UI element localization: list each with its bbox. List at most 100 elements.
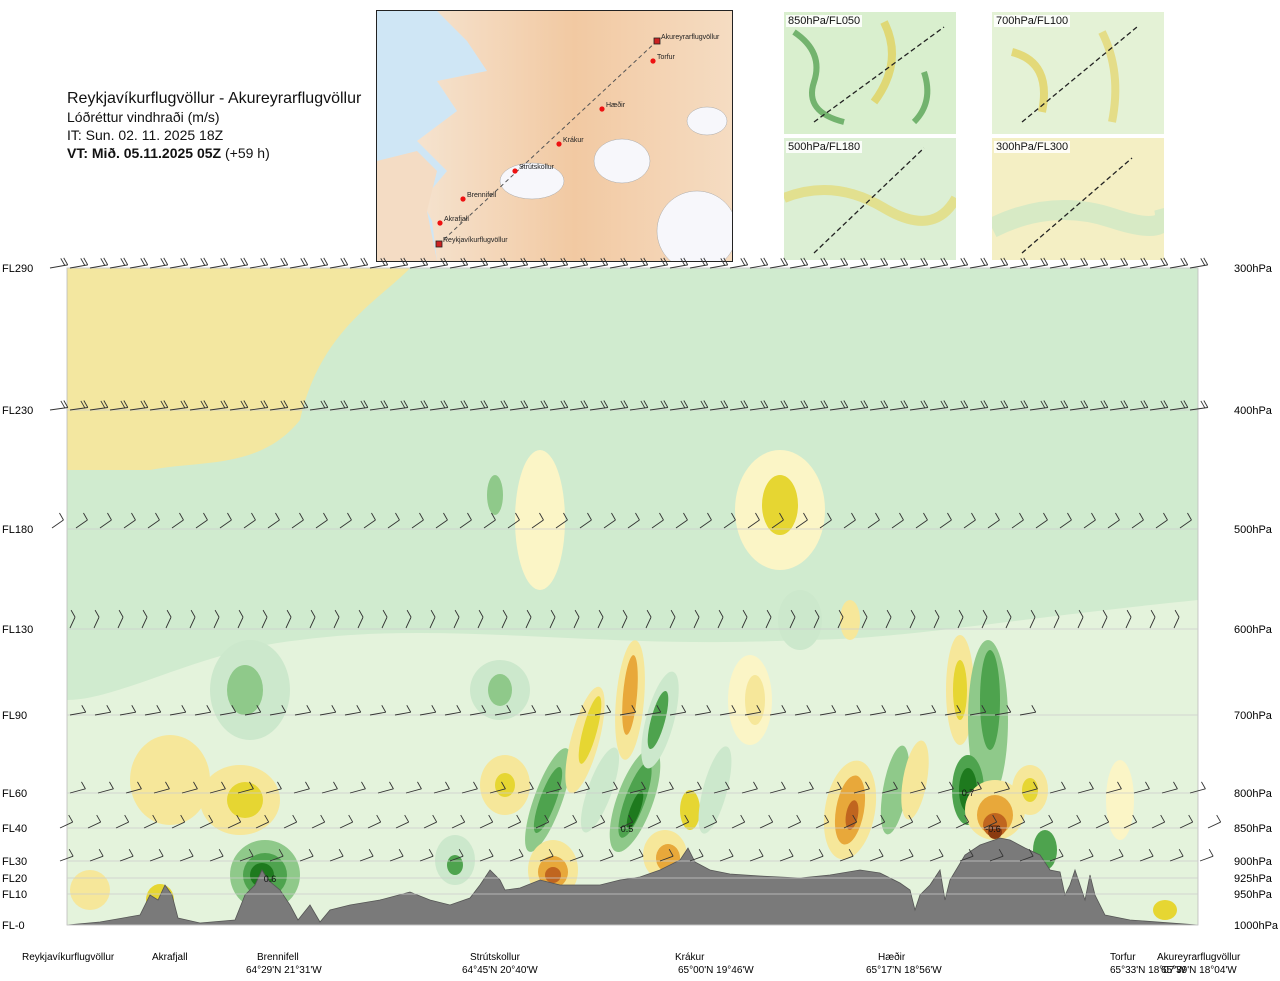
- wind-barb: [1019, 848, 1034, 862]
- wind-barb: [981, 609, 988, 629]
- wind-barb: [409, 257, 429, 269]
- wind-barb: [509, 848, 524, 862]
- wind-barb: [675, 814, 690, 829]
- wind-barb: [189, 609, 196, 629]
- wind-barb: [1009, 400, 1029, 411]
- velocity-cell: [840, 600, 860, 640]
- wind-barb: [329, 257, 349, 269]
- wind-barb: [269, 704, 287, 716]
- wind-barb: [644, 704, 662, 716]
- wind-barb: [433, 781, 450, 794]
- wind-barb: [129, 257, 149, 269]
- wind-barb: [244, 704, 262, 716]
- wind-barb: [171, 512, 184, 529]
- wind-barb: [267, 512, 280, 529]
- inset-700-svg: [992, 12, 1164, 134]
- wind-barb: [311, 814, 326, 829]
- wind-barb: [535, 814, 550, 829]
- wind-barb: [389, 848, 404, 862]
- wind-barb: [115, 814, 130, 829]
- wind-barb: [839, 848, 854, 862]
- inset-850-svg: [784, 12, 956, 134]
- wind-barb: [1053, 609, 1060, 629]
- wind-barb: [147, 512, 160, 529]
- wind-barb: [1151, 814, 1166, 829]
- wind-barb: [89, 848, 104, 862]
- wind-barb: [289, 400, 309, 411]
- wind-barb: [909, 257, 929, 269]
- wind-barb: [423, 814, 438, 829]
- x-waypoint-name: Akureyrarflugvöllur: [1157, 952, 1241, 963]
- wind-barb: [619, 704, 637, 716]
- wind-barb: [1095, 814, 1110, 829]
- wind-barb: [927, 814, 942, 829]
- route-map-svg: Akureyrarflugvöllur Torfur Hæðir Krákur Strú…: [377, 11, 732, 261]
- waypoint-marker: [650, 58, 656, 64]
- wind-barb: [1039, 814, 1054, 829]
- wind-barb: [389, 400, 409, 411]
- wind-barb: [969, 257, 989, 269]
- wind-barb: [569, 257, 589, 269]
- wind-barb: [153, 781, 170, 794]
- wind-barb: [429, 400, 449, 411]
- velocity-cell: [680, 790, 700, 830]
- wind-barb: [395, 814, 410, 829]
- fl-tick-label: FL-0: [2, 920, 25, 932]
- map-waypoint-label: Strútskollur: [519, 164, 555, 171]
- wind-barb: [363, 512, 376, 529]
- wind-barb: [237, 781, 254, 794]
- wind-barb: [647, 814, 662, 829]
- wind-barb: [813, 609, 820, 629]
- wind-barb: [69, 400, 89, 411]
- inset-300: 300hPa/FL300: [992, 138, 1164, 260]
- wind-barb: [669, 400, 689, 411]
- map-waypoint-label: Torfur: [657, 54, 676, 61]
- x-waypoint: Brennifell 64°29'N 21°31'W: [246, 952, 322, 976]
- wind-barb: [293, 781, 310, 794]
- wind-barb: [209, 781, 226, 794]
- hpa-tick-label: 700hPa: [1234, 710, 1273, 722]
- hpa-tick-label: 500hPa: [1234, 524, 1273, 536]
- wind-barb: [569, 848, 584, 862]
- wind-barb: [869, 704, 887, 716]
- map-waypoint: Brennifell: [460, 192, 497, 202]
- wind-barb: [779, 848, 794, 862]
- wind-barb: [1049, 257, 1069, 269]
- wind-barb: [381, 609, 388, 629]
- wind-barb: [909, 400, 929, 411]
- fl-tick-label: FL20: [2, 873, 27, 885]
- wind-barb: [51, 512, 64, 529]
- velocity-cell: [488, 674, 512, 706]
- wind-barb: [609, 257, 629, 269]
- wind-barb: [509, 400, 529, 411]
- wind-barb: [349, 257, 369, 269]
- wind-barb: [749, 257, 769, 269]
- wind-barb: [699, 512, 712, 529]
- wind-barb: [795, 512, 808, 529]
- fl-tick-label: FL230: [2, 405, 33, 417]
- wind-barb: [1067, 814, 1082, 829]
- map-waypoint-label: Akureyrarflugvöllur: [661, 34, 720, 41]
- inset-300-svg: [992, 138, 1164, 260]
- wind-barb: [394, 704, 412, 716]
- wind-barb: [919, 704, 937, 716]
- wind-barb: [459, 512, 472, 529]
- wind-barb: [959, 848, 974, 862]
- velocity-cell: [980, 650, 1000, 750]
- route-waypoints: Akureyrarflugvöllur Torfur Hæðir Krákur Strú…: [435, 34, 720, 248]
- wind-barb: [794, 704, 812, 716]
- wind-barb: [885, 609, 892, 629]
- wind-barb: [789, 400, 809, 411]
- wind-barb: [675, 512, 688, 529]
- velocity-cell: [227, 665, 263, 715]
- wind-barb: [525, 609, 532, 629]
- wind-barb: [1011, 814, 1026, 829]
- wind-barb: [194, 704, 212, 716]
- x-waypoint: Akrafjall: [152, 952, 188, 963]
- wind-barb: [517, 781, 534, 794]
- wind-barb: [989, 848, 1004, 862]
- map-waypoint-label: Brennifell: [467, 192, 497, 199]
- wind-barb: [957, 609, 964, 629]
- hpa-tick-label: 900hPa: [1234, 856, 1273, 868]
- wind-barb: [603, 512, 616, 529]
